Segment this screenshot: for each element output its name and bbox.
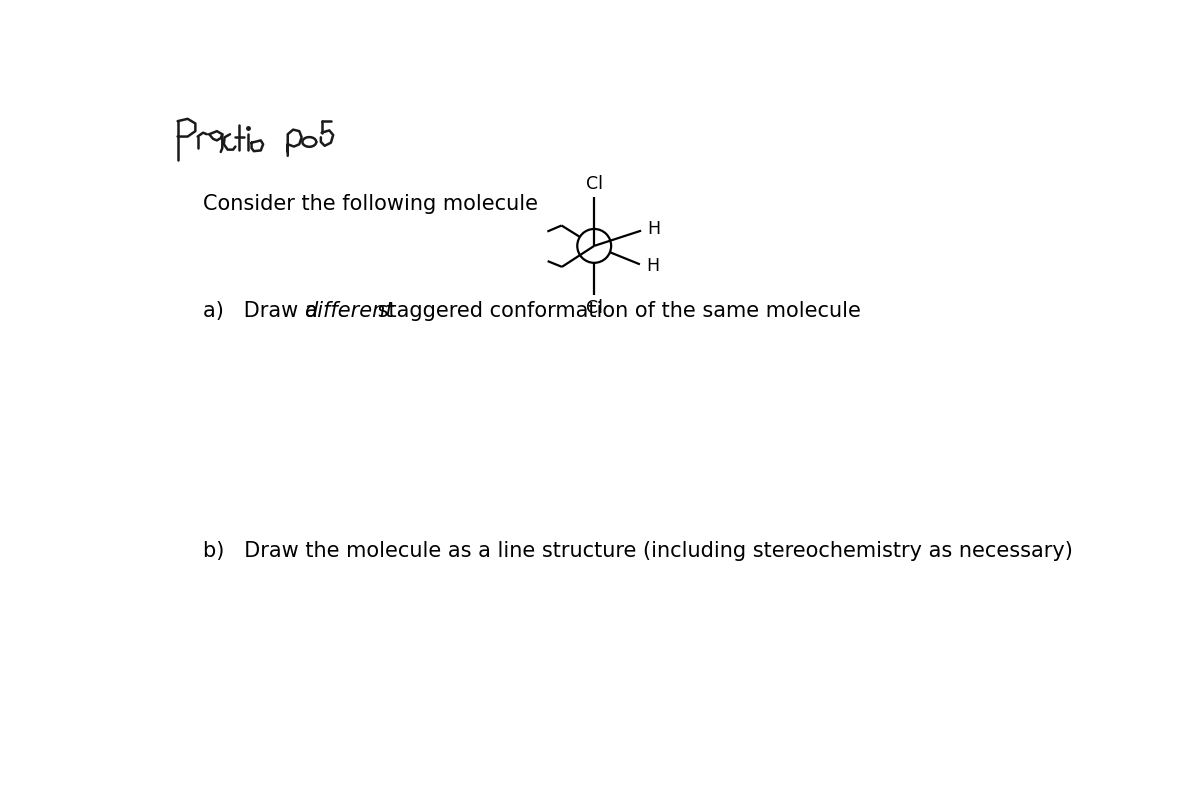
Text: a)   Draw a: a) Draw a <box>203 301 324 320</box>
Text: Cl: Cl <box>586 175 602 193</box>
Text: b)   Draw the molecule as a line structure (including stereochemistry as necessa: b) Draw the molecule as a line structure… <box>203 541 1073 560</box>
Text: H: H <box>647 221 660 239</box>
Text: H: H <box>646 257 659 275</box>
Text: Cl: Cl <box>586 299 602 317</box>
Text: different: different <box>304 301 394 320</box>
Text: staggered conformation of the same molecule: staggered conformation of the same molec… <box>371 301 860 320</box>
Text: Consider the following molecule: Consider the following molecule <box>203 195 538 214</box>
